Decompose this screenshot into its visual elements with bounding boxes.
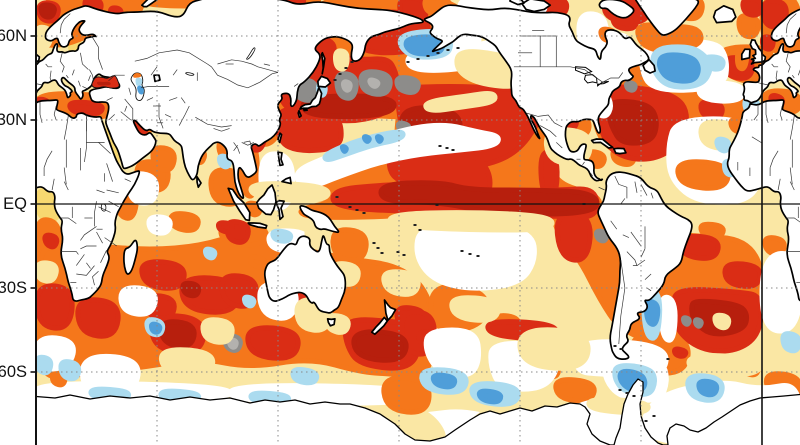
svg-text:30N: 30N <box>0 111 27 129</box>
svg-text:30S: 30S <box>0 279 27 297</box>
svg-text:EQ: EQ <box>3 195 27 213</box>
svg-text:60S: 60S <box>0 363 27 381</box>
svg-text:60N: 60N <box>0 27 27 45</box>
